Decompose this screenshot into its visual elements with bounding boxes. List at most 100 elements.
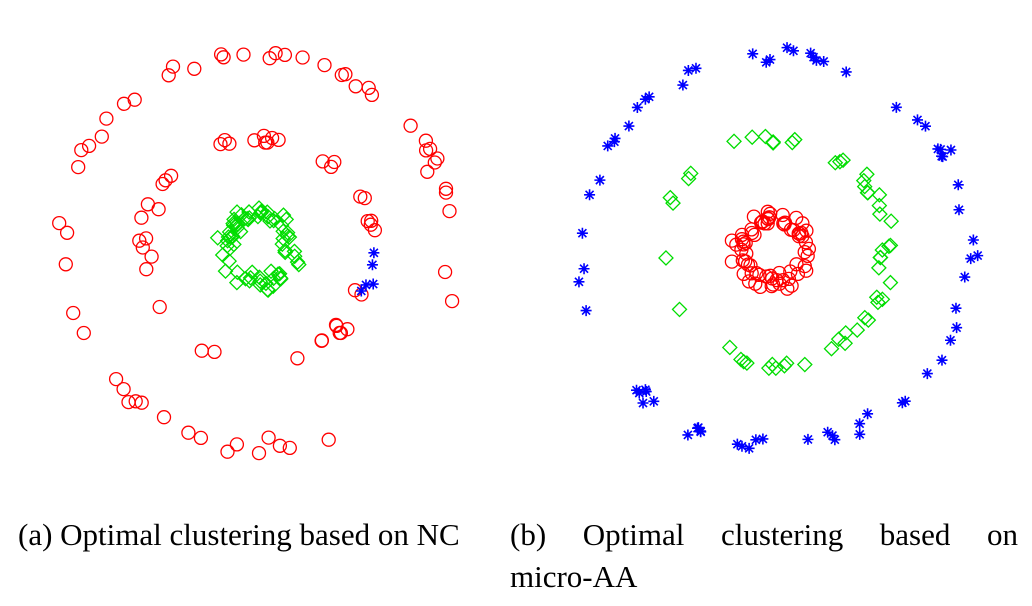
- circle-marker: [364, 87, 380, 103]
- diamond-marker: [229, 204, 245, 220]
- star-marker: [682, 64, 694, 76]
- star-marker: [584, 189, 596, 201]
- circle-marker: [74, 142, 89, 158]
- diamond-marker: [232, 223, 249, 240]
- diamond-marker: [827, 154, 844, 171]
- diamond-marker: [871, 197, 888, 214]
- circle-marker: [213, 136, 228, 152]
- diamond-marker: [765, 134, 782, 151]
- star-marker: [631, 101, 643, 113]
- circle-marker: [736, 234, 751, 249]
- diamond-marker: [784, 134, 801, 151]
- diamond-marker: [835, 152, 851, 169]
- circle-marker: [71, 159, 86, 175]
- circle-marker: [268, 46, 283, 61]
- diamond-marker: [263, 263, 279, 280]
- circle-marker: [66, 305, 81, 321]
- circle-marker: [217, 132, 232, 148]
- star-marker: [368, 247, 380, 259]
- circle-marker: [138, 231, 154, 246]
- diamond-marker: [242, 269, 259, 286]
- circle-marker: [264, 130, 280, 146]
- star-marker: [972, 250, 984, 262]
- star-marker: [802, 433, 814, 445]
- diamond-marker: [251, 200, 267, 216]
- circle-marker: [58, 257, 73, 272]
- diamond-marker: [767, 360, 784, 377]
- diamond-marker: [882, 274, 899, 291]
- diamond-marker: [868, 289, 885, 306]
- circle-marker: [152, 299, 167, 315]
- circle-marker: [799, 263, 814, 278]
- circle-marker: [775, 273, 791, 288]
- circle-marker: [795, 228, 810, 244]
- circle-marker: [158, 173, 173, 188]
- circle-marker: [735, 253, 750, 268]
- star-marker: [602, 140, 614, 152]
- diamond-marker: [221, 224, 238, 240]
- diamond-marker: [271, 265, 288, 282]
- circle-marker: [738, 235, 753, 251]
- star-marker: [950, 302, 962, 314]
- circle-marker: [229, 437, 245, 452]
- diamond-marker: [733, 351, 749, 368]
- star-marker: [594, 174, 606, 186]
- circle-marker: [128, 394, 143, 409]
- circle-marker: [315, 154, 330, 169]
- diamond-marker: [240, 211, 257, 228]
- circle-marker: [332, 325, 347, 341]
- circle-marker: [290, 351, 305, 366]
- diamond-marker: [870, 259, 887, 276]
- circle-marker: [236, 47, 251, 62]
- circle-marker: [222, 136, 237, 151]
- star-marker: [608, 136, 620, 148]
- diamond-marker: [253, 204, 270, 221]
- diamond-marker: [209, 229, 226, 246]
- star-marker: [682, 429, 694, 441]
- diamond-marker: [665, 195, 681, 212]
- diamond-marker: [757, 128, 774, 145]
- circle-marker: [783, 264, 798, 279]
- circle-marker: [213, 47, 229, 62]
- circle-marker: [163, 168, 179, 183]
- circle-marker: [438, 181, 454, 196]
- circle-marker: [247, 133, 262, 148]
- circle-marker: [422, 141, 438, 157]
- star-marker: [854, 418, 866, 430]
- scatter-plot-b: [573, 42, 984, 454]
- circle-marker: [134, 210, 149, 225]
- star-marker: [953, 204, 965, 216]
- circle-marker: [216, 50, 231, 65]
- diamond-marker: [671, 301, 688, 318]
- circle-marker: [797, 244, 812, 260]
- star-marker: [959, 271, 971, 283]
- diamond-marker: [858, 166, 875, 183]
- star-marker: [826, 430, 838, 442]
- star-marker: [367, 278, 379, 290]
- circle-marker: [321, 432, 336, 447]
- circle-marker: [776, 216, 791, 231]
- caption-b-word: Optimal: [582, 517, 685, 552]
- diamond-marker: [217, 263, 234, 280]
- star-marker: [366, 259, 378, 271]
- circle-marker: [317, 57, 332, 73]
- diamond-marker: [855, 172, 872, 189]
- star-marker: [935, 143, 947, 155]
- star-marker: [677, 79, 689, 91]
- star-marker: [822, 426, 834, 438]
- star-marker: [952, 179, 964, 191]
- star-marker: [951, 322, 963, 334]
- diamond-marker: [764, 356, 781, 373]
- caption-b-word: on: [986, 517, 1018, 552]
- star-marker: [818, 55, 830, 67]
- diamond-marker: [658, 250, 674, 266]
- circle-marker: [277, 47, 293, 63]
- circle-marker: [116, 381, 131, 397]
- circle-marker: [765, 277, 781, 292]
- diamond-marker: [778, 355, 795, 372]
- circle-marker: [282, 440, 297, 456]
- caption-b-word: based: [879, 517, 951, 552]
- circle-marker: [784, 278, 799, 293]
- diamond-marker: [880, 238, 897, 255]
- diamond-marker: [760, 360, 777, 377]
